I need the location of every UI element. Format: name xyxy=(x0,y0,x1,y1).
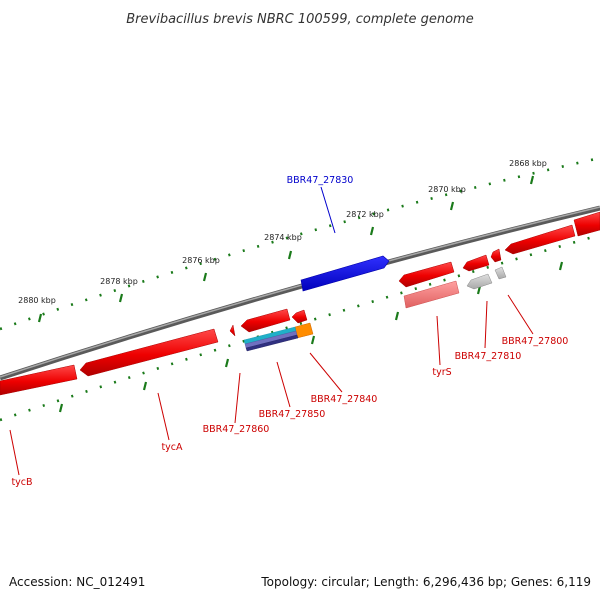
reverse-tick-track xyxy=(0,233,600,422)
tick-label: 2878 kbp xyxy=(100,277,138,286)
gene-bbr47-27840[interactable] xyxy=(291,309,308,324)
gene-tyrs-pink[interactable] xyxy=(403,280,460,309)
accession-text: Accession: NC_012491 xyxy=(9,575,145,589)
tick-label: 2874 kbp xyxy=(264,233,302,242)
genome-summary-text: Topology: circular; Length: 6,296,436 bp… xyxy=(260,575,591,589)
gene-label: BBR47_27800 xyxy=(502,336,569,347)
gene-bbr47-27800[interactable] xyxy=(494,266,507,280)
gene-darkblue[interactable] xyxy=(245,334,299,352)
gene-arrow[interactable] xyxy=(462,254,490,272)
tick-label: 2880 kbp xyxy=(18,296,56,305)
major-ticks xyxy=(37,175,564,413)
genome-backbone xyxy=(0,205,600,381)
gene-labels: BBR47_27830 BBR47_27800 BBR47_27810 tyrS… xyxy=(11,175,568,488)
tick-labels: 2868 kbp 2870 kbp 2872 kbp 2874 kbp 2876… xyxy=(18,159,547,305)
map-title: Brevibacillus brevis NBRC 100599, comple… xyxy=(126,12,473,27)
tick-label: 2868 kbp xyxy=(509,159,547,168)
leader-lines xyxy=(9,186,534,476)
tick-label: 2876 kbp xyxy=(182,256,220,265)
gene-label: tycB xyxy=(11,477,32,488)
gene-label: BBR47_27840 xyxy=(311,394,378,405)
gene-arrow[interactable] xyxy=(490,248,502,263)
gene-label: tyrS xyxy=(432,367,451,378)
gene-bbr47-27810[interactable] xyxy=(466,273,493,290)
gene-label: BBR47_27860 xyxy=(203,424,270,435)
gene-arrow[interactable] xyxy=(504,224,576,255)
gene-tyrs[interactable] xyxy=(398,261,455,288)
gene-label: BBR47_27830 xyxy=(287,175,354,186)
gene-bbr47-27860[interactable] xyxy=(229,324,236,337)
tick-label: 2872 kbp xyxy=(346,210,384,219)
tick-label: 2870 kbp xyxy=(428,185,466,194)
gene-label: tycA xyxy=(161,442,183,453)
gene-bbr47-27850[interactable] xyxy=(240,308,291,333)
gene-tyca[interactable] xyxy=(79,328,219,377)
gene-bbr47-27830[interactable] xyxy=(300,255,390,292)
gene-label: BBR47_27810 xyxy=(455,351,522,362)
gene-arrow[interactable] xyxy=(573,211,600,237)
gene-orange[interactable] xyxy=(294,322,314,339)
reverse-genes xyxy=(0,211,600,396)
gene-tycb[interactable] xyxy=(0,364,78,396)
gene-label: BBR47_27850 xyxy=(259,409,326,420)
